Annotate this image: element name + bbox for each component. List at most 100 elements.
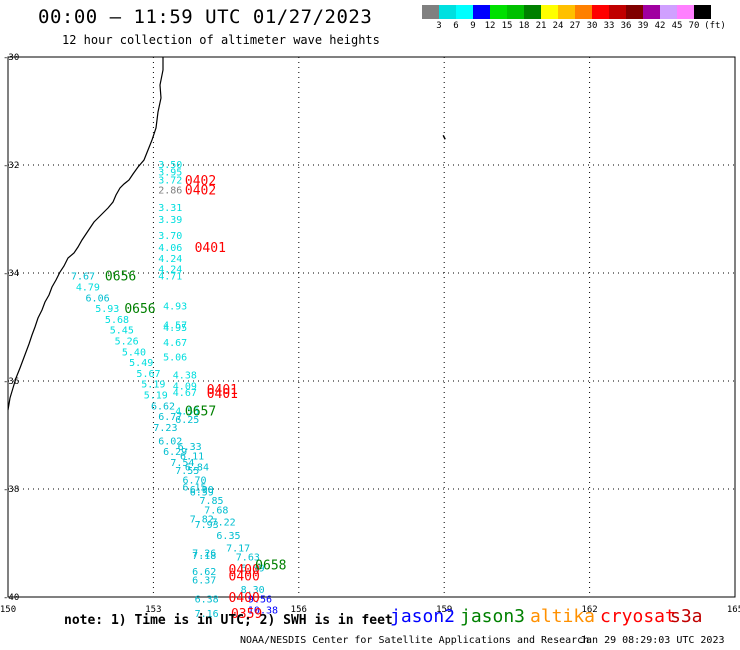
- lat-tick-label: -30: [3, 53, 19, 63]
- satellite-legend-item: jason2: [390, 606, 456, 627]
- wave-height-value: 6.38: [195, 595, 219, 606]
- wave-height-value: 5.19: [144, 391, 168, 402]
- wave-height-value: 3.70: [158, 231, 182, 242]
- wave-height-value: 6.25: [175, 415, 199, 426]
- wave-height-value: 7.82: [190, 515, 214, 526]
- map-frame: [7, 56, 736, 598]
- satellite-legend-item: cryosat: [600, 606, 676, 627]
- wave-height-value: 5.68: [105, 315, 129, 326]
- color-scale-label: 3: [436, 21, 442, 31]
- wave-height-value: 7.22: [212, 517, 236, 528]
- wave-height-value: 3.31: [158, 203, 182, 214]
- wave-height-value: 3.72: [158, 176, 182, 187]
- wave-height-value: 5.93: [95, 304, 119, 315]
- wave-height-value: 7.17: [226, 543, 250, 554]
- lon-tick-label: 165: [727, 605, 740, 615]
- color-scale-label: 9: [470, 21, 476, 31]
- wave-height-value: 7.85: [199, 496, 223, 507]
- coastline: [7, 57, 164, 411]
- color-swatch: [592, 5, 609, 19]
- satellite-legend-item: jason3: [460, 606, 526, 627]
- satellite-legend-item: altika: [530, 606, 596, 627]
- color-swatch: [609, 5, 626, 19]
- wave-height-value: 6.15: [182, 482, 206, 493]
- wave-height-value: 5.26: [115, 337, 139, 348]
- color-scale-label: 15: [501, 21, 513, 31]
- wave-height-value: 7.55: [175, 466, 199, 477]
- color-swatch: [456, 5, 473, 19]
- wave-height-value: 5.45: [110, 326, 134, 337]
- wave-height-value: 7.93: [195, 520, 219, 531]
- pass-time-label: 0658: [255, 559, 286, 574]
- credit-line: NOAA/NESDIS Center for Satellite Applica…: [240, 635, 590, 646]
- wave-height-value: 5.67: [136, 369, 160, 380]
- wave-height-value: 6.84: [185, 462, 209, 473]
- color-scale-label: 42: [654, 21, 666, 31]
- wave-height-value: 6.77: [158, 412, 182, 423]
- wave-height-value: 3.39: [158, 215, 182, 226]
- lon-tick-label: 153: [145, 605, 161, 615]
- page-subtitle: 12 hour collection of altimeter wave hei…: [62, 33, 380, 47]
- satellite-legend-item: s3a: [670, 606, 703, 627]
- wave-height-value: 6.90: [190, 485, 214, 496]
- wave-height-value: 6.29: [163, 447, 187, 458]
- color-swatch: [524, 5, 541, 19]
- pass-time-label: 0401: [195, 241, 226, 256]
- color-swatch: [643, 5, 660, 19]
- pass-time-label: 0656: [124, 302, 155, 317]
- wave-height-value: 3.50: [158, 160, 182, 171]
- wave-height-value: 3.95: [158, 167, 182, 178]
- lat-tick-label: -34: [3, 269, 19, 279]
- wave-height-value: 2.86: [158, 185, 182, 196]
- color-scale-label: 24: [552, 21, 564, 31]
- lon-tick-label: 150: [0, 605, 16, 615]
- wave-height-value: 6.06: [86, 293, 110, 304]
- wave-height-value: 7.68: [204, 506, 228, 517]
- wave-height-value: 6.59: [241, 563, 265, 574]
- pass-time-label: 0402: [185, 174, 216, 189]
- color-swatch: [439, 5, 456, 19]
- pass-time-label: 0657: [185, 405, 216, 420]
- generated-timestamp: Jan 29 08:29:03 UTC 2023: [580, 635, 725, 646]
- pass-time-label: 0400: [229, 591, 260, 606]
- wave-height-value: 4.93: [163, 301, 187, 312]
- pass-time-label: 0400: [229, 569, 260, 584]
- lat-tick-label: -40: [3, 593, 19, 603]
- wave-height-value: 7.26: [192, 549, 216, 560]
- color-scale-label: 6: [453, 21, 459, 31]
- wave-height-value: 7.54: [170, 458, 194, 469]
- color-scale-label: 36: [620, 21, 632, 31]
- color-swatch: [541, 5, 558, 19]
- wave-height-value: 5.19: [141, 380, 165, 391]
- wave-height-value: 6.33: [178, 442, 202, 453]
- color-swatch: [626, 5, 643, 19]
- wave-height-value: 4.24: [158, 265, 182, 276]
- wave-height-value: 8.30: [241, 585, 265, 596]
- color-swatch: [677, 5, 694, 19]
- color-swatch: [575, 5, 592, 19]
- pass-time-label: 0656: [105, 270, 136, 285]
- color-scale-label: 30: [586, 21, 598, 31]
- color-scale-label: 18: [518, 21, 530, 31]
- wave-height-value: 4.71: [158, 272, 182, 283]
- pass-time-label: 0402: [185, 183, 216, 198]
- wave-height-value: 4.79: [76, 283, 100, 294]
- wave-height-value: 4.38: [173, 371, 197, 382]
- color-scale-label: 33: [603, 21, 615, 31]
- color-swatch: [558, 5, 575, 19]
- wave-height-value: 6.02: [158, 436, 182, 447]
- wave-height-value: 7.18: [192, 551, 216, 562]
- pass-time-label: 0401: [207, 387, 238, 402]
- color-scale-label: 39: [637, 21, 649, 31]
- wave-height-value: 6.59: [190, 488, 214, 499]
- color-scale-label: 21: [535, 21, 547, 31]
- wave-height-value: 7.67: [71, 272, 95, 283]
- lat-tick-label: -32: [3, 161, 19, 171]
- color-scale-label: 70: [688, 21, 700, 31]
- color-scale-label: 12: [484, 21, 496, 31]
- wave-height-value: 7.16: [195, 609, 219, 620]
- color-scale-labels: 3 6 9 12 15 18 21 24 27 30 33 36 39 42 45 70 (ft): [422, 21, 740, 33]
- color-swatch: [422, 5, 439, 19]
- wave-height-value: 4.09: [173, 381, 197, 392]
